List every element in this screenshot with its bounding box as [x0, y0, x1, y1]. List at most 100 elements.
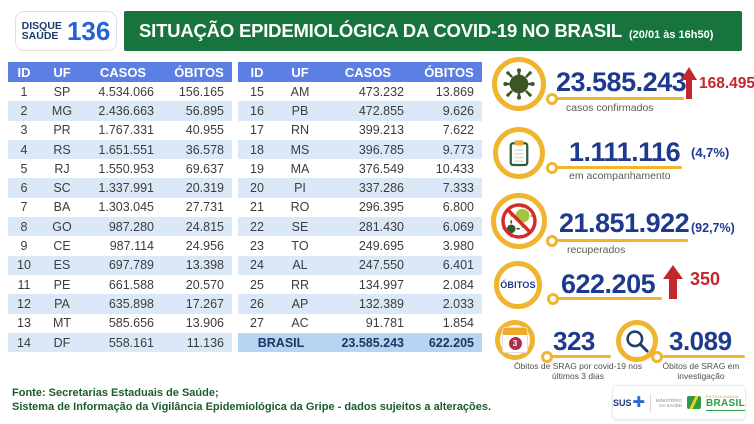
table-cell: RS [53, 142, 71, 157]
table-cell: 21 [250, 200, 264, 215]
col-casos: CASOS [99, 64, 147, 80]
table-body-left: 1 SP 4.534.066 156.165 2 MG 2.436.663 56.895 3 PR… [8, 82, 232, 353]
table-cell: 11 [17, 277, 31, 292]
table-cell: RR [290, 277, 310, 292]
table-cell: 2 [20, 103, 28, 118]
table-cell: 26 [250, 296, 264, 311]
table-cell: 19 [250, 161, 264, 176]
table-cell: 1.854 [442, 316, 474, 331]
table-row: 7 BA 1.303.045 27.731 [8, 197, 232, 218]
table-cell: AC [291, 316, 309, 331]
sus-logo: SUS ✚ [613, 395, 645, 410]
source-line1: Fonte: Secretarias Estaduais de Saúde; [12, 387, 219, 399]
srag-covid-ring: 3 [495, 320, 535, 360]
table-cell: TO [291, 239, 309, 254]
calendar-top-bar [503, 328, 527, 335]
table-cell: 6.800 [442, 200, 474, 215]
recovered-ring [491, 193, 547, 249]
table-row: 2 MG 2.436.663 56.895 [8, 101, 232, 121]
deaths-badge: ÓBITOS [500, 280, 536, 290]
table-cell: 247.550 [358, 258, 404, 273]
table-cell: 337.286 [358, 181, 404, 196]
table-cell: 987.280 [108, 219, 154, 234]
title-banner: SITUAÇÃO EPIDEMIOLÓGICA DA COVID-19 NO B… [124, 11, 742, 51]
col-casos: CASOS [344, 64, 392, 80]
recovered-percent: (92,7%) [691, 221, 735, 235]
underline-dot [546, 235, 558, 247]
virus-icon [503, 68, 535, 100]
table-cell: 20.570 [185, 277, 224, 292]
logo-number: 136 [66, 16, 111, 46]
table-cell: 1.651.551 [98, 142, 154, 157]
table-cell: 6.401 [442, 258, 474, 273]
underline [659, 355, 745, 358]
logo-line1: DISQUE [21, 20, 62, 32]
table-cell: 8 [20, 219, 28, 234]
table-cell: RO [290, 200, 310, 215]
table-cell: BA [53, 200, 71, 215]
table-header: ID UF CASOS ÓBITOS [238, 62, 482, 82]
total-obitos: 622.205 [428, 335, 474, 350]
table-cell: 24.956 [185, 239, 224, 254]
table-cell: 40.955 [185, 123, 224, 138]
table-cell: 1.303.045 [98, 200, 154, 215]
col-obitos: ÓBITOS [424, 64, 474, 80]
confirmed-delta: 168.495 [699, 75, 754, 92]
table-cell: 9 [20, 239, 28, 254]
table-cell: 296.395 [358, 200, 404, 215]
table-cell: 23 [250, 239, 264, 254]
sus-text: SUS [613, 397, 632, 408]
table-cell: 2.436.663 [98, 103, 154, 118]
up-arrow-icon [663, 265, 683, 299]
table-row: 26 AP 132.389 2.033 [238, 294, 482, 314]
table-row: 27 AC 91.781 1.854 [238, 313, 482, 333]
table-cell: 1 [20, 84, 28, 99]
states-table-right: ID UF CASOS ÓBITOS 15 AM 473.232 13.869 16 PB… [238, 62, 482, 353]
table-cell: 20 [250, 181, 264, 196]
page-title: SITUAÇÃO EPIDEMIOLÓGICA DA COVID-19 NO B… [139, 20, 622, 41]
table-cell: 20.319 [185, 181, 224, 196]
deaths-delta: 350 [690, 269, 721, 289]
table-cell: 2.033 [442, 296, 474, 311]
table-cell: 399.213 [358, 123, 404, 138]
table-cell: 697.789 [108, 258, 154, 273]
disque-saude-logo: DISQUE SAÚDE 136 [15, 11, 117, 51]
table-row: 6 SC 1.337.991 20.319 [8, 178, 232, 198]
monitoring-label: em acompanhamento [569, 170, 671, 182]
table-cell: GO [52, 219, 72, 234]
table-cell: PR [53, 123, 71, 138]
table-cell: 25 [250, 277, 264, 292]
table-cell: 585.656 [108, 316, 154, 331]
table-cell: MA [290, 161, 310, 176]
source-line2: Sistema de Informação da Vigilância Epid… [12, 401, 492, 413]
table-cell: 69.637 [185, 161, 224, 176]
underline-dot [546, 162, 558, 174]
table-cell: AM [290, 84, 310, 99]
table-cell: 5 [20, 161, 28, 176]
patria-amada-text: PÁTRIA AMADA [705, 393, 739, 399]
table-cell: 661.588 [108, 277, 154, 292]
table-row: 25 RR 134.997 2.084 [238, 274, 482, 295]
table-cell: PA [54, 296, 70, 311]
table-cell: 14 [17, 335, 31, 350]
table-cell: 987.114 [109, 239, 154, 254]
table-cell: 27 [250, 316, 264, 331]
up-arrow-icon [681, 67, 697, 99]
calendar-icon: 3 [502, 327, 528, 353]
table-cell: 6 [20, 181, 28, 196]
table-cell: 4.534.066 [98, 84, 154, 99]
table-cell: 9.626 [442, 103, 474, 118]
table-cell: 10.433 [435, 161, 474, 176]
table-cell: PE [53, 277, 71, 292]
table-row: 20 PI 337.286 7.333 [238, 178, 482, 198]
table-row: 23 TO 249.695 3.980 [238, 236, 482, 256]
table-cell: PB [291, 103, 309, 118]
monitoring-percent: (4,7%) [691, 145, 730, 160]
table-cell: 36.578 [185, 142, 224, 157]
recovered-value: 21.851.922 [559, 208, 690, 238]
table-row: 17 RN 399.213 7.622 [238, 120, 482, 140]
table-cell: 9.773 [442, 142, 474, 157]
table-cell: 134.997 [358, 277, 404, 292]
table-row: 3 PR 1.767.331 40.955 [8, 120, 232, 140]
table-cell: 4 [20, 142, 28, 157]
